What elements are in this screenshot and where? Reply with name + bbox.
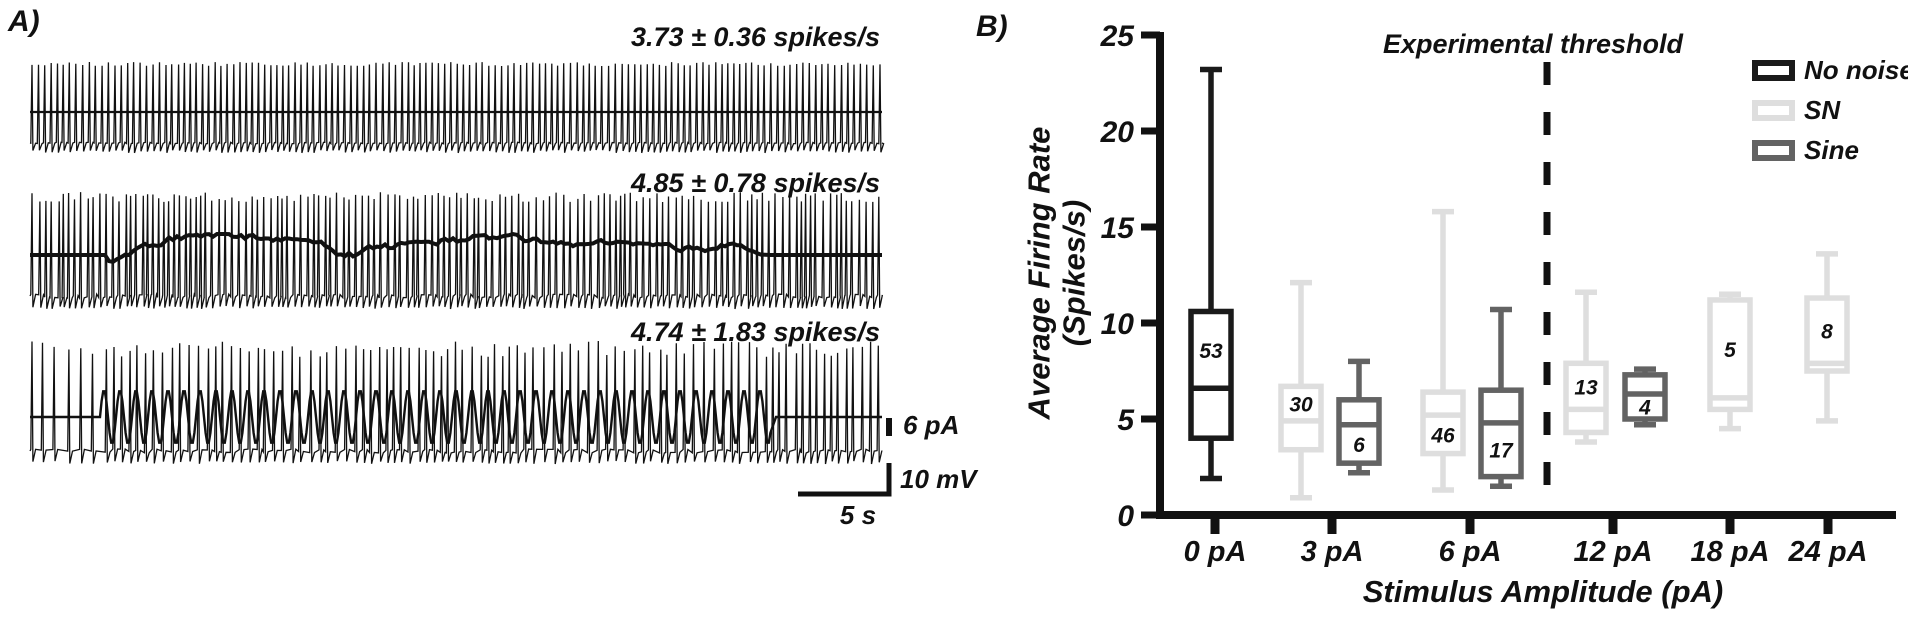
trace-2 (29, 192, 884, 310)
legend-label: Sine (1804, 134, 1859, 165)
boxplot-0pA-no-noise: 53 (1188, 66, 1234, 482)
box-n-label: 46 (1430, 424, 1455, 447)
legend-label: SN (1804, 94, 1841, 125)
y-axis-title-line1: Average Firing Rate (1021, 126, 1057, 420)
boxplot-12pA-sn: 13 (1563, 289, 1609, 445)
scale-bars (798, 418, 892, 497)
x-tick-label: 18 pA (1691, 536, 1770, 568)
boxplot-24pA-sn: 8 (1804, 251, 1850, 424)
legend-item-no-noise: No noise (1752, 50, 1908, 90)
panel-a-letter: A) (8, 5, 40, 38)
y-tick-label: 0 (1117, 500, 1134, 533)
box (1804, 295, 1850, 374)
legend-swatch (1752, 99, 1795, 121)
x-axis-title: Stimulus Amplitude (pA) (1362, 574, 1724, 609)
trace-2-spikes (29, 192, 884, 310)
trace-1 (29, 61, 885, 154)
boxplot-18pA-sn: 5 (1707, 291, 1753, 432)
box-n-label: 30 (1289, 394, 1313, 417)
box-n-label: 8 (1821, 321, 1833, 344)
boxplot-3pA-sine: 6 (1336, 358, 1382, 476)
trace-3-spikes (29, 340, 883, 465)
y-tick-label: 10 (1101, 308, 1135, 341)
box-n-label: 17 (1489, 440, 1514, 463)
boxplot-12pA-sine: 4 (1622, 366, 1668, 428)
box-n-label: 5 (1724, 339, 1736, 362)
boxplot-6pA-sn: 46 (1420, 208, 1466, 493)
y-axis-title-line2: (Spikes/s) (1056, 199, 1091, 347)
box-n-label: 6 (1353, 434, 1365, 457)
panel-a-traces (29, 61, 892, 497)
scalebar-voltage-label: 10 mV (900, 464, 977, 494)
box (1420, 389, 1466, 457)
box (1622, 372, 1668, 422)
box (1707, 297, 1753, 413)
y-axis-title: Average Firing Rate (Spikes/s) (1021, 0, 1091, 553)
trace-3-stimulus-line (30, 390, 882, 444)
trace-3 (29, 340, 883, 465)
box (1563, 360, 1609, 436)
x-tick-label: 0 pA (1184, 536, 1247, 568)
box (1188, 308, 1234, 441)
trace-1-rate-label: 3.73 ± 0.36 spikes/s (631, 22, 880, 52)
x-tick-label: 6 pA (1439, 536, 1502, 568)
y-tick-label: 25 (1100, 20, 1136, 53)
y-tick-label: 20 (1100, 116, 1135, 149)
trace-1-spikes (29, 61, 885, 154)
trace-3-rate-label: 4.74 ± 1.83 spikes/s (631, 317, 880, 347)
x-tick-label: 12 pA (1574, 536, 1653, 568)
box (1278, 383, 1324, 453)
panel-b-letter: B) (976, 10, 1008, 43)
legend-swatch (1752, 59, 1795, 81)
x-tick-label: 24 pA (1788, 536, 1868, 568)
scalebar-time-label: 5 s (839, 500, 877, 530)
legend-label: No noise (1804, 54, 1908, 85)
time-voltage-scalebar (798, 463, 892, 497)
scalebar-current-label: 6 pA (903, 410, 960, 440)
y-tick-label: 15 (1101, 212, 1136, 245)
threshold-annotation: Experimental threshold (1382, 29, 1684, 59)
box (1336, 397, 1382, 466)
y-tick-label: 5 (1117, 404, 1135, 437)
legend-item-sn: SN (1752, 90, 1908, 130)
box (1478, 387, 1524, 480)
panel-b-boxplot: 0 5 10 15 20 25 0 pA 3 pA 6 pA 12 pA 18 pA 24 pA 53 3… (1100, 20, 1896, 568)
boxplot-3pA-sn: 30 (1278, 279, 1324, 501)
box-n-label: 4 (1638, 397, 1651, 420)
x-tick-label: 3 pA (1301, 536, 1364, 568)
legend: No noise SN Sine (1752, 50, 1908, 170)
legend-item-sine: Sine (1752, 130, 1908, 170)
box-n-label: 53 (1199, 340, 1223, 363)
boxplot-6pA-sine: 17 (1478, 306, 1524, 489)
legend-swatch (1752, 139, 1795, 161)
box-n-label: 13 (1574, 376, 1598, 399)
trace-2-stimulus-line (30, 231, 882, 265)
trace-2-rate-label: 4.85 ± 0.78 spikes/s (631, 168, 880, 198)
